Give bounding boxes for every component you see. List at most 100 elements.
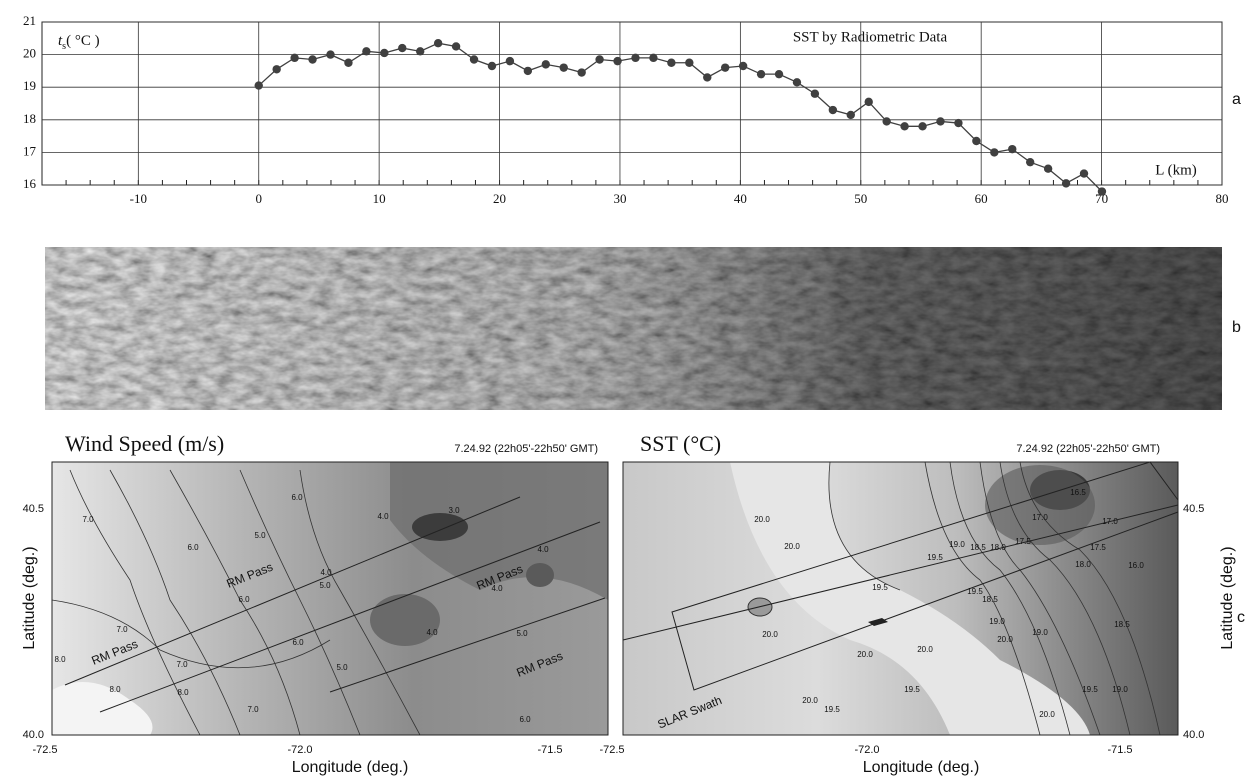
y-tick-label: 21 bbox=[23, 13, 36, 28]
data-point bbox=[470, 55, 478, 63]
data-point bbox=[524, 67, 532, 75]
contour-label: 19.0 bbox=[989, 617, 1005, 626]
y-tick-label: 40.0 bbox=[23, 729, 44, 741]
data-line bbox=[259, 43, 1102, 191]
contour-label: 8.0 bbox=[54, 655, 66, 664]
y-tick-label: 20 bbox=[23, 46, 36, 61]
contour-label: 5.0 bbox=[516, 629, 528, 638]
y-axis-label: ts( °C ) bbox=[58, 33, 100, 52]
data-point bbox=[452, 42, 460, 50]
y-tick-label: 40.5 bbox=[1183, 503, 1204, 515]
contour-label: 20.0 bbox=[762, 630, 778, 639]
data-point bbox=[1098, 187, 1106, 195]
figure: 161718192021-1001020304050607080 SST by … bbox=[0, 0, 1257, 778]
x-tick-label: 20 bbox=[493, 191, 506, 206]
map-date: 7.24.92 (22h05'-22h50' GMT) bbox=[1016, 443, 1160, 455]
data-point bbox=[434, 39, 442, 47]
contour-label: 18.0 bbox=[990, 543, 1006, 552]
contour-label: 20.0 bbox=[997, 635, 1013, 644]
data-point bbox=[416, 47, 424, 55]
contour-label: 6.0 bbox=[238, 595, 250, 604]
y-axis-label: Latitude (deg.) bbox=[1219, 546, 1236, 649]
x-tick-label: 60 bbox=[975, 191, 988, 206]
x-tick-label: -72.5 bbox=[32, 744, 57, 756]
contour-label: 16.0 bbox=[1128, 561, 1144, 570]
data-point bbox=[775, 70, 783, 78]
data-point bbox=[811, 90, 819, 98]
contour-label: 4.0 bbox=[320, 568, 332, 577]
contour-label: 6.0 bbox=[187, 543, 199, 552]
data-point bbox=[847, 111, 855, 119]
contour-label: 4.0 bbox=[491, 584, 503, 593]
contour-label: 8.0 bbox=[109, 685, 121, 694]
x-tick-label: -72.0 bbox=[854, 744, 879, 756]
contour-label: 17.5 bbox=[1090, 543, 1106, 552]
data-point bbox=[990, 148, 998, 156]
data-point bbox=[1044, 165, 1052, 173]
contour-label: 5.0 bbox=[254, 531, 266, 540]
data-point bbox=[703, 73, 711, 81]
x-tick-label: 50 bbox=[854, 191, 867, 206]
contour-label: 5.0 bbox=[336, 663, 348, 672]
contour-region bbox=[370, 594, 440, 646]
data-point bbox=[757, 70, 765, 78]
contour-label: 6.0 bbox=[519, 715, 531, 724]
contour-label: 18.5 bbox=[982, 595, 998, 604]
data-point bbox=[918, 122, 926, 130]
data-point bbox=[344, 59, 352, 67]
plot-frame bbox=[42, 22, 1222, 185]
contour-label: 20.0 bbox=[917, 645, 933, 654]
contour-region bbox=[985, 465, 1095, 545]
radar-image-shade bbox=[45, 247, 1222, 410]
data-point bbox=[1062, 179, 1070, 187]
x-tick-label: -71.5 bbox=[537, 744, 562, 756]
contour-label: 17.5 bbox=[1015, 537, 1031, 546]
x-axis-label: L (km) bbox=[1155, 162, 1197, 178]
x-tick-label: -71.5 bbox=[1107, 744, 1132, 756]
data-point bbox=[721, 63, 729, 71]
data-point bbox=[613, 57, 621, 65]
data-point bbox=[290, 54, 298, 62]
contour-label: 19.0 bbox=[949, 540, 965, 549]
y-tick-label: 40.5 bbox=[23, 503, 44, 515]
data-point bbox=[272, 65, 280, 73]
data-point bbox=[936, 117, 944, 125]
x-tick-label: 0 bbox=[255, 191, 262, 206]
y-tick-label: 19 bbox=[23, 78, 36, 93]
panel-label: c bbox=[1237, 609, 1245, 626]
x-axis-label: Longitude (deg.) bbox=[863, 759, 980, 776]
x-axis-label: Longitude (deg.) bbox=[292, 759, 409, 776]
contour-region bbox=[526, 563, 554, 587]
x-tick-label: 10 bbox=[373, 191, 386, 206]
contour-label: 4.0 bbox=[377, 512, 389, 521]
data-point bbox=[542, 60, 550, 68]
contour-label: 8.0 bbox=[177, 688, 189, 697]
x-tick-label: 40 bbox=[734, 191, 747, 206]
contour-label: 17.0 bbox=[1102, 517, 1118, 526]
contour-label: 19.0 bbox=[1112, 685, 1128, 694]
y-tick-label: 16 bbox=[23, 176, 37, 191]
map-title: SST (°C) bbox=[640, 431, 721, 456]
y-tick-label: 40.0 bbox=[1183, 729, 1204, 741]
data-point bbox=[506, 57, 514, 65]
contour-label: 7.0 bbox=[176, 660, 188, 669]
contour-label: 4.0 bbox=[537, 545, 549, 554]
contour-label: 19.5 bbox=[904, 685, 920, 694]
contour-label: 7.0 bbox=[247, 705, 259, 714]
data-point bbox=[739, 62, 747, 70]
data-point bbox=[1080, 169, 1088, 177]
line-chart: 161718192021-1001020304050607080 bbox=[23, 13, 1229, 206]
data-point bbox=[577, 68, 585, 76]
data-point bbox=[362, 47, 370, 55]
contour-label: 5.0 bbox=[319, 581, 331, 590]
panel-label: b bbox=[1232, 319, 1241, 336]
data-point bbox=[954, 119, 962, 127]
contour-label: 20.0 bbox=[802, 696, 818, 705]
data-point bbox=[488, 62, 496, 70]
data-point bbox=[631, 54, 639, 62]
data-point bbox=[326, 50, 334, 58]
data-point bbox=[793, 78, 801, 86]
data-point bbox=[255, 81, 263, 89]
data-point bbox=[398, 44, 406, 52]
map-title: Wind Speed (m/s) bbox=[65, 431, 224, 456]
